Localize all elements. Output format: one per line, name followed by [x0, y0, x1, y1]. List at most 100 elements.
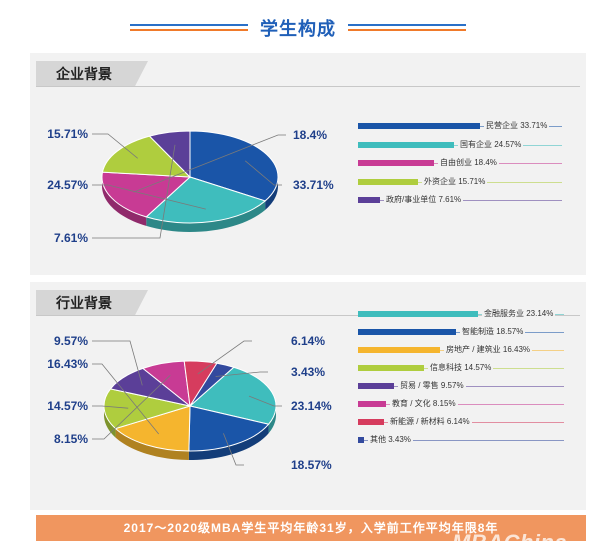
- leader-line: [92, 363, 160, 435]
- page-header: 学生构成: [0, 10, 596, 40]
- header-rule-left-orange: [130, 29, 248, 31]
- leader-line: [92, 375, 171, 440]
- legend-item: 国有企业 24.57%: [358, 138, 562, 151]
- legend-item: 外资企业 15.71%: [358, 175, 562, 188]
- pie-slice: [189, 130, 279, 202]
- legend-swatch: [358, 437, 364, 443]
- legend-swatch: [358, 160, 434, 166]
- legend-swatch: [358, 365, 424, 371]
- pct-label: 23.14%: [291, 399, 332, 413]
- legend-label: 教育 / 文化 8.15%: [390, 398, 458, 410]
- pie-wall-0-2: [102, 177, 147, 226]
- legend-item: 教育 / 文化 8.15%: [358, 398, 564, 410]
- legend-rule: [364, 440, 564, 441]
- pie-wall-1-3: [104, 406, 116, 438]
- watermark-logo: MBAChina: [452, 530, 568, 555]
- legend-rule: [384, 422, 564, 423]
- leader-line: [248, 395, 282, 407]
- legend-item: 新能源 / 新材料 6.14%: [358, 416, 564, 428]
- pct-label: 18.4%: [293, 128, 327, 142]
- legend-swatch: [358, 383, 394, 389]
- pct-label: 15.71%: [47, 127, 88, 141]
- header-rule-right-orange: [348, 29, 466, 31]
- legend-swatch: [358, 197, 380, 203]
- page-title: 学生构成: [260, 19, 336, 39]
- legend-label: 外资企业 15.71%: [422, 175, 488, 188]
- leader-line: [92, 133, 138, 159]
- legend-rule: [424, 368, 564, 369]
- legend-swatch: [358, 419, 384, 425]
- enterprise-pie-chart: 33.71% 24.57% 18.4% 15.71% 7.61%: [47, 127, 334, 245]
- header-rule-right-blue: [348, 24, 466, 26]
- legend-item: 自由创业 18.4%: [358, 157, 562, 169]
- section-tag-industry: 行业背景: [36, 290, 148, 316]
- legend-label: 信息科技 14.57%: [428, 362, 494, 374]
- pie-slice: [148, 130, 191, 179]
- leader-line: [244, 160, 282, 186]
- legend-label: 房地产 / 建筑业 16.43%: [444, 344, 533, 356]
- legend-item: 民营企业 33.71%: [358, 120, 562, 132]
- pie-wall-1-1: [188, 424, 269, 460]
- legend-swatch: [358, 141, 454, 148]
- header-rule-left-blue: [130, 24, 248, 26]
- legend-swatch: [358, 123, 480, 129]
- legend-label: 民营企业 33.71%: [484, 120, 550, 132]
- legend-item: 其他 3.43%: [358, 434, 564, 446]
- legend-item: 金融服务业 23.14%: [358, 308, 564, 320]
- pct-label: 16.43%: [47, 357, 88, 371]
- legend-rule: [386, 404, 564, 405]
- pct-label: 3.43%: [291, 365, 325, 379]
- pie-wall-0-1: [146, 200, 266, 232]
- pct-label: 9.57%: [54, 334, 88, 348]
- legend-rule: [380, 200, 562, 201]
- legend-swatch: [358, 178, 418, 185]
- legend-rule: [394, 386, 564, 387]
- legend-label: 政府/事业单位 7.61%: [384, 194, 464, 206]
- pie-slice: [101, 135, 192, 178]
- leader-line: [92, 405, 129, 409]
- legend-label: 贸易 / 零售 9.57%: [398, 380, 466, 392]
- leader-line: [215, 371, 268, 377]
- pct-label: 24.57%: [47, 178, 88, 192]
- legend-label: 国有企业 24.57%: [458, 138, 524, 151]
- pct-label: 18.57%: [291, 458, 332, 472]
- pie-slice: [145, 176, 267, 224]
- legend-label: 自由创业 18.4%: [438, 157, 499, 169]
- legend-label: 新能源 / 新材料 6.14%: [388, 416, 472, 428]
- section-divider: [36, 86, 580, 87]
- section-divider: [36, 315, 580, 316]
- legend-swatch: [358, 401, 386, 407]
- legend-swatch: [358, 311, 478, 317]
- legend-label: 智能制造 18.57%: [460, 326, 526, 338]
- legend-item: 政府/事业单位 7.61%: [358, 194, 562, 206]
- leader-line: [223, 433, 244, 466]
- legend-item: 房地产 / 建筑业 16.43%: [358, 344, 564, 356]
- industry-background-panel: 行业背景 23.14% 18.57% 16.43% 14.57% 9.57% 8.15% 6…: [30, 282, 586, 510]
- legend-item: 信息科技 14.57%: [358, 362, 564, 374]
- leader-line: [133, 134, 286, 193]
- leader-line: [197, 340, 252, 375]
- pie-slice: [188, 405, 270, 452]
- legend-swatch: [358, 329, 456, 335]
- pct-label: 33.71%: [293, 178, 334, 192]
- pie-wall-0-0: [265, 177, 278, 210]
- pct-label: 14.57%: [47, 399, 88, 413]
- leader-line: [92, 340, 143, 386]
- legend-label: 金融服务业 23.14%: [482, 308, 556, 320]
- pie-slice: [114, 405, 191, 452]
- leader-line: [92, 144, 176, 239]
- pct-label: 6.14%: [291, 334, 325, 348]
- pie-slice: [189, 362, 235, 407]
- pct-label: 7.61%: [54, 231, 88, 245]
- industry-pie-chart: 23.14% 18.57% 16.43% 14.57% 9.57% 8.15% 6.14% 3…: [47, 334, 332, 472]
- legend-rule: [418, 181, 562, 183]
- pct-label: 8.15%: [54, 432, 88, 446]
- legend-swatch: [358, 347, 440, 353]
- pie-wall-1-2: [115, 428, 189, 460]
- summary-banner: 2017～2020级MBA学生平均年龄31岁，入学前工作平均年限8年: [36, 515, 586, 541]
- section-tag-enterprise: 企业背景: [36, 61, 148, 87]
- pie-slice: [188, 366, 277, 425]
- enterprise-background-panel: 企业背景 33.71% 24.57% 18.4% 15.71% 7.61% 民营企业 3…: [30, 53, 586, 275]
- legend-item: 智能制造 18.57%: [358, 326, 564, 338]
- legend-item: 贸易 / 零售 9.57%: [358, 380, 564, 392]
